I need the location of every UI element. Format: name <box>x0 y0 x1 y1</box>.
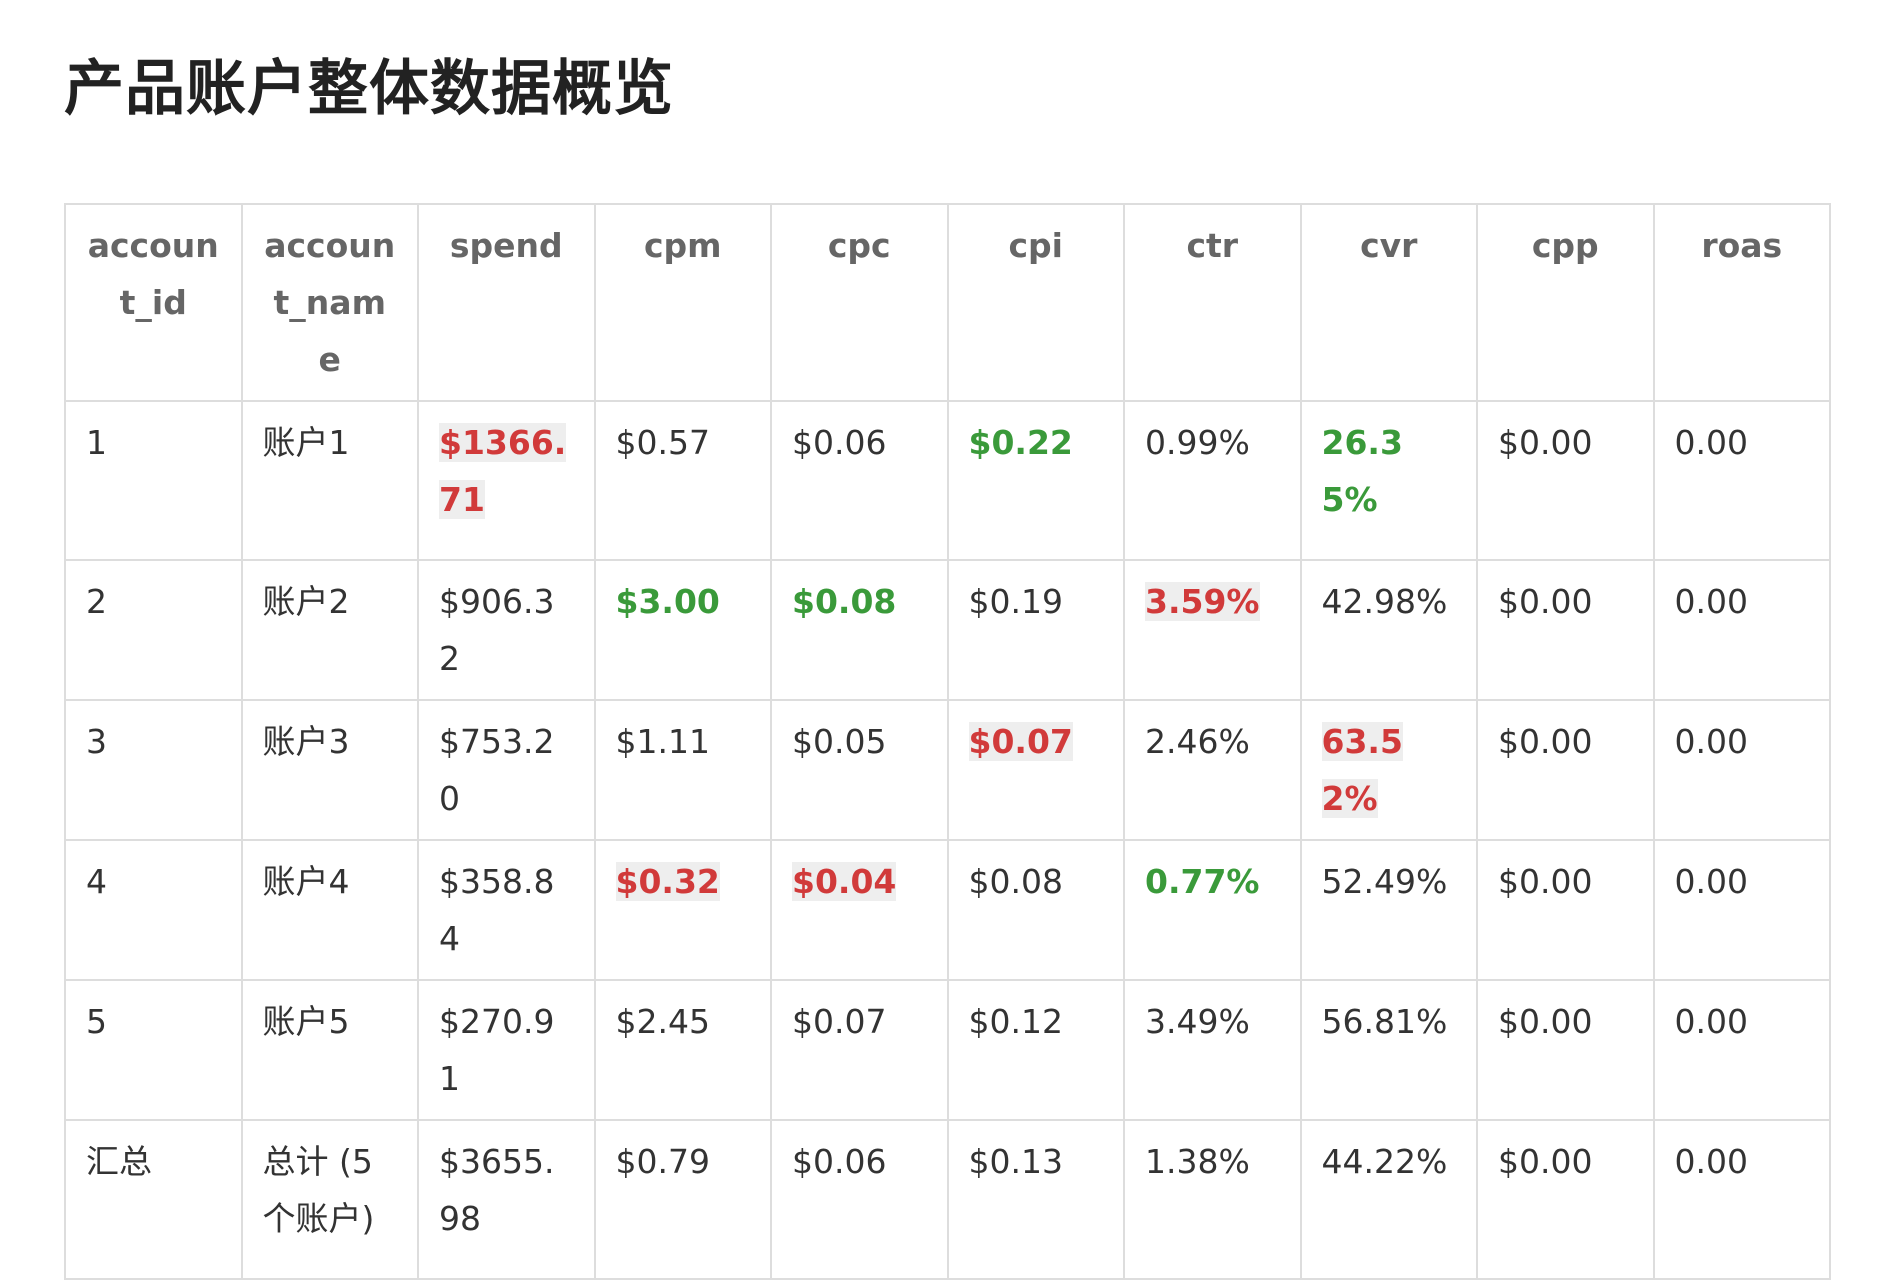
table-row: 1 账户1 $1366.71 $0.57 $0.06 $0.22 0.99% 26.35% $0… <box>64 400 1831 561</box>
table-cell: $2.45 <box>593 979 772 1121</box>
cell-text: $0.32 <box>615 862 720 901</box>
table-cell: 1 <box>64 400 243 561</box>
table-cell: $0.08 <box>770 559 949 701</box>
table-row: 2 账户2 $906.32 $3.00 $0.08 $0.19 3.59% 42.98% $0.… <box>64 559 1831 701</box>
table-cell: $0.07 <box>946 699 1125 841</box>
cell-text: 3.59% <box>1145 582 1260 621</box>
table-cell: $0.00 <box>1476 979 1655 1121</box>
table-row: 5 账户5 $270.91 $2.45 $0.07 $0.12 3.49% 56.81% $0.… <box>64 979 1831 1121</box>
table-cell: 0.00 <box>1652 699 1831 841</box>
column-header: cpp <box>1476 203 1655 402</box>
table-cell: 0.00 <box>1652 979 1831 1121</box>
table-cell: $0.04 <box>770 839 949 981</box>
data-table: account_id account_name spend cpm cpc cpi ctr c… <box>64 203 1831 1280</box>
table-cell: $0.07 <box>770 979 949 1121</box>
table-cell: $0.79 <box>593 1119 772 1280</box>
table-cell: 56.81% <box>1299 979 1478 1121</box>
table-cell: 0.77% <box>1123 839 1302 981</box>
table-cell: 1.38% <box>1123 1119 1302 1280</box>
table-cell: 2.46% <box>1123 699 1302 841</box>
column-header: account_id <box>64 203 243 402</box>
table-cell: $270.91 <box>417 979 596 1121</box>
table-cell: 账户5 <box>240 979 419 1121</box>
table-cell: $0.00 <box>1476 839 1655 981</box>
table-cell: 3 <box>64 699 243 841</box>
table-cell: 账户4 <box>240 839 419 981</box>
page-title: 产品账户整体数据概览 <box>64 54 674 124</box>
table-cell: $0.32 <box>593 839 772 981</box>
table-cell: $0.00 <box>1476 699 1655 841</box>
table-cell: $906.32 <box>417 559 596 701</box>
table-cell: 账户1 <box>240 400 419 561</box>
table-cell: $0.13 <box>946 1119 1125 1280</box>
table-cell: 5 <box>64 979 243 1121</box>
cell-text: $1366.71 <box>439 423 567 519</box>
table-cell: 汇总 <box>64 1119 243 1280</box>
column-header: spend <box>417 203 596 402</box>
column-header: cpc <box>770 203 949 402</box>
table-row: 汇总 总计 (5个账户) $3655.98 $0.79 $0.06 $0.13 1.38% 4… <box>64 1119 1831 1280</box>
table-cell: $0.57 <box>593 400 772 561</box>
table-cell: 0.00 <box>1652 839 1831 981</box>
table-head: account_id account_name spend cpm cpc cpi ctr c… <box>64 203 1831 402</box>
cell-text: $0.04 <box>792 862 897 901</box>
table-cell: $0.00 <box>1476 400 1655 561</box>
table-cell: 0.99% <box>1123 400 1302 561</box>
column-header: ctr <box>1123 203 1302 402</box>
column-header: account_name <box>240 203 419 402</box>
cell-text: $0.07 <box>968 722 1073 761</box>
page: 产品账户整体数据概览 account_id account_name spend cp… <box>64 54 1831 1280</box>
table-cell: 0.00 <box>1652 559 1831 701</box>
table-cell: $0.22 <box>946 400 1125 561</box>
table-cell: $1.11 <box>593 699 772 841</box>
table-cell: $0.19 <box>946 559 1125 701</box>
table-cell: 42.98% <box>1299 559 1478 701</box>
table-cell: $3655.98 <box>417 1119 596 1280</box>
table-cell: $0.00 <box>1476 559 1655 701</box>
table-cell: 0.00 <box>1652 1119 1831 1280</box>
table-cell: $0.08 <box>946 839 1125 981</box>
table-cell: $1366.71 <box>417 400 596 561</box>
table-cell: 4 <box>64 839 243 981</box>
table-cell: $0.00 <box>1476 1119 1655 1280</box>
table-cell: 52.49% <box>1299 839 1478 981</box>
table-cell: $3.00 <box>593 559 772 701</box>
table-row: 3 账户3 $753.20 $1.11 $0.05 $0.07 2.46% 63.52% $0.… <box>64 699 1831 841</box>
table-cell: 26.35% <box>1299 400 1478 561</box>
table-cell: 总计 (5个账户) <box>240 1119 419 1280</box>
column-header: cpi <box>946 203 1125 402</box>
table-cell: $753.20 <box>417 699 596 841</box>
table-cell: $0.05 <box>770 699 949 841</box>
table-cell: 44.22% <box>1299 1119 1478 1280</box>
column-header: roas <box>1652 203 1831 402</box>
table-cell: 3.59% <box>1123 559 1302 701</box>
table-cell: $0.12 <box>946 979 1125 1121</box>
cell-text: 63.52% <box>1321 722 1403 818</box>
column-header: cpm <box>593 203 772 402</box>
table-cell: $0.06 <box>770 400 949 561</box>
table-cell: 63.52% <box>1299 699 1478 841</box>
table-cell: $0.06 <box>770 1119 949 1280</box>
table-cell: $358.84 <box>417 839 596 981</box>
table-cell: 3.49% <box>1123 979 1302 1121</box>
column-header: cvr <box>1299 203 1478 402</box>
table-cell: 2 <box>64 559 243 701</box>
table-cell: 账户3 <box>240 699 419 841</box>
table-body: 1 账户1 $1366.71 $0.57 $0.06 $0.22 0.99% 26.35% $0… <box>64 400 1831 1280</box>
table-row: 4 账户4 $358.84 $0.32 $0.04 $0.08 0.77% 52.49% $0.… <box>64 839 1831 981</box>
table-cell: 0.00 <box>1652 400 1831 561</box>
header-row: account_id account_name spend cpm cpc cpi ctr c… <box>64 203 1831 402</box>
table-cell: 账户2 <box>240 559 419 701</box>
